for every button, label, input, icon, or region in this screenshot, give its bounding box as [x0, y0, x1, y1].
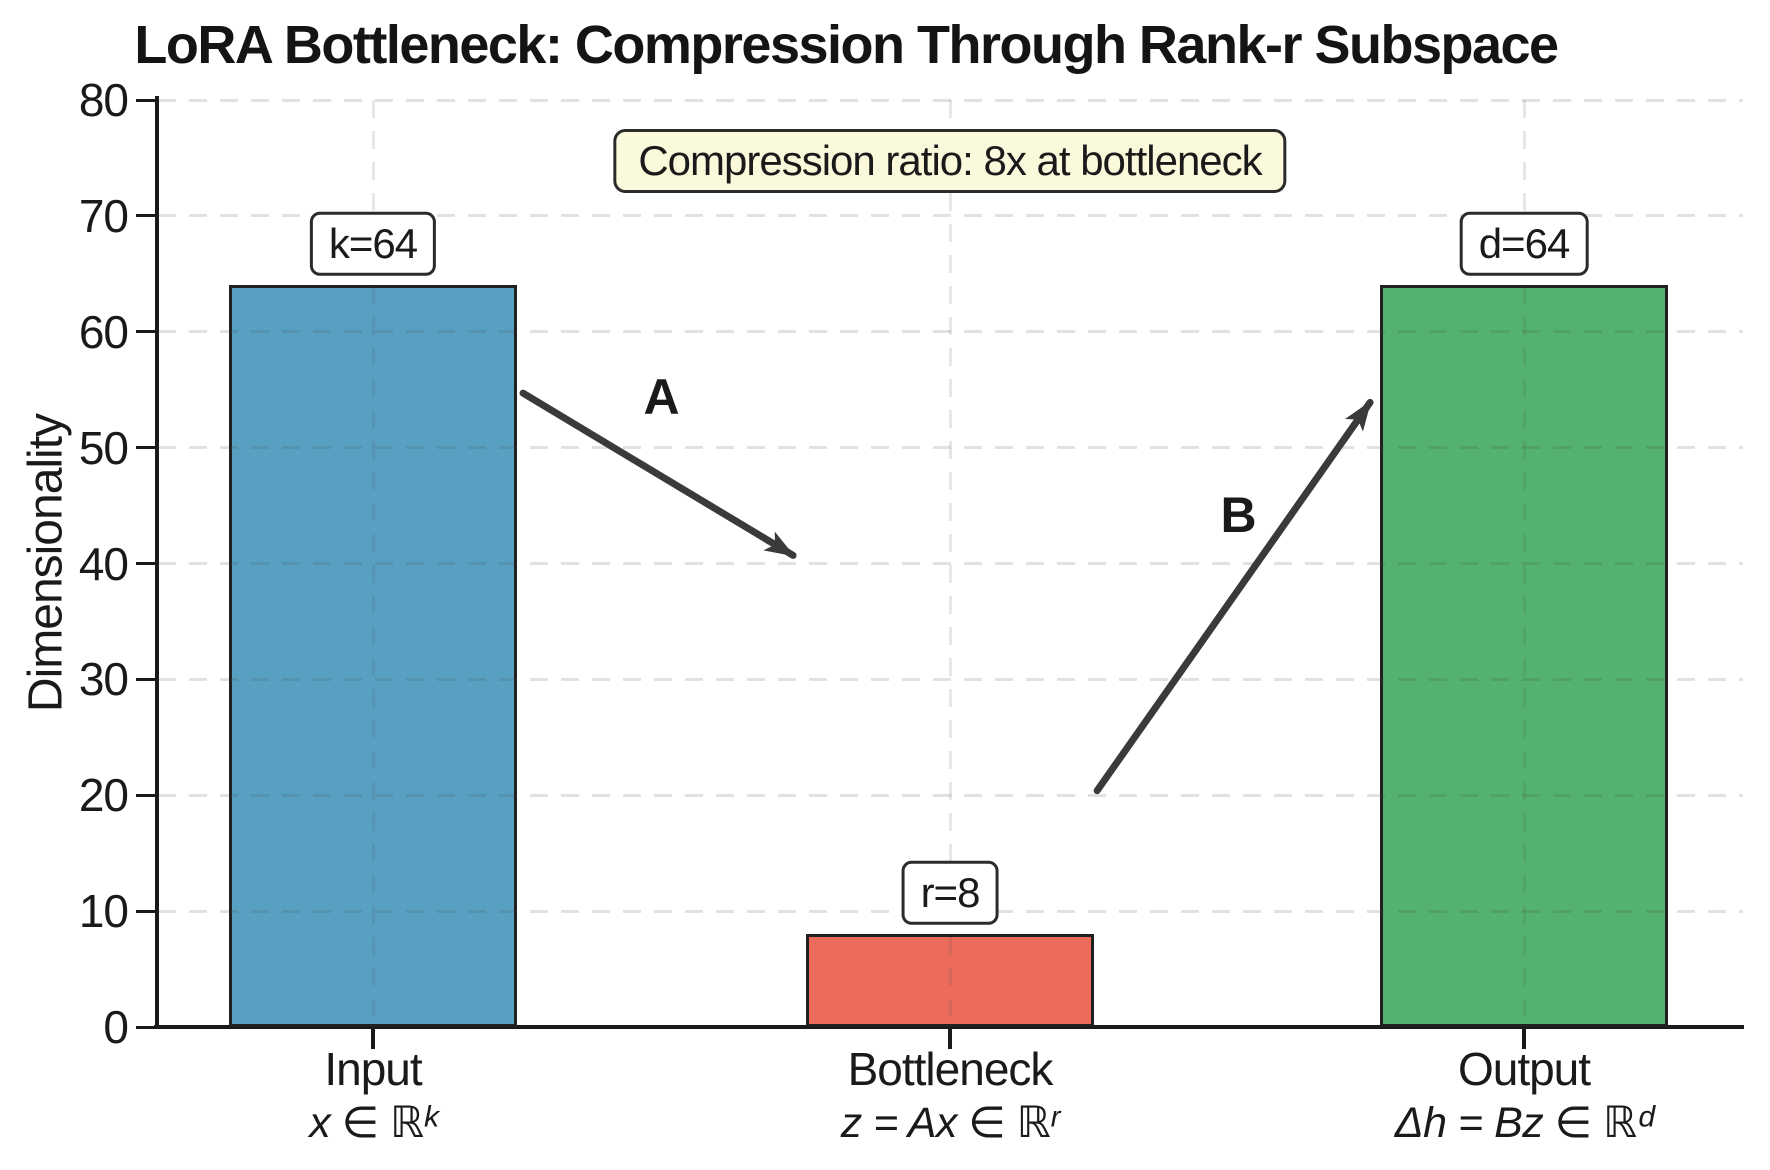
- annotation-text: Compression ratio: 8x at bottleneck: [638, 137, 1262, 184]
- chart-title: LoRA Bottleneck: Compression Through Ran…: [134, 15, 1559, 75]
- y-tick-50: [136, 446, 158, 450]
- gridline-y-30: [158, 677, 1743, 681]
- y-tick-label-0: 0: [103, 1001, 129, 1053]
- y-tick-60: [136, 330, 158, 334]
- x-category-label-input: Input: [324, 1043, 422, 1095]
- gridline-y-70: [158, 214, 1743, 218]
- matrix-arrow-B: [1093, 398, 1374, 795]
- y-tick-10: [136, 909, 158, 913]
- gridline-y-40: [158, 562, 1743, 565]
- arrow-label-B: B: [1220, 486, 1257, 543]
- y-tick-label-50: 50: [78, 421, 129, 474]
- bar-value-label-output: d=64: [1459, 212, 1589, 276]
- bar-input: [229, 285, 517, 1027]
- x-tick-input: [371, 1029, 375, 1049]
- y-tick-label-70: 70: [78, 189, 129, 242]
- y-tick-70: [136, 214, 158, 218]
- x-category-label-output: Output: [1457, 1043, 1591, 1095]
- x-category-formula-output: Δh = Bz ∈ ℝᵈ: [1394, 1099, 1654, 1147]
- arrow-label-A: A: [643, 368, 680, 425]
- gridline-y-80: [158, 98, 1743, 102]
- x-tick-bottleneck: [948, 1029, 952, 1049]
- bar-output: [1380, 285, 1668, 1027]
- gridline-x-output: [1522, 100, 1526, 1025]
- gridline-y-20: [158, 793, 1743, 797]
- bar-value-label-input: k=64: [309, 212, 437, 276]
- y-tick-label-10: 10: [78, 885, 129, 938]
- y-tick-30: [136, 677, 158, 681]
- x-tick-output: [1522, 1029, 1526, 1049]
- y-tick-80: [136, 98, 158, 102]
- gridline-x-input: [371, 100, 375, 1025]
- gridline-y-60: [158, 330, 1743, 334]
- y-tick-0: [136, 1025, 158, 1029]
- y-tick-label-20: 20: [78, 769, 129, 822]
- bar-value-label-bottleneck: r=8: [901, 861, 999, 925]
- y-tick-label-40: 40: [78, 537, 129, 590]
- y-tick-40: [136, 562, 158, 565]
- annotation-box: Compression ratio: 8x at bottleneck: [613, 129, 1287, 193]
- x-category-formula-input: x ∈ ℝᵏ: [309, 1099, 437, 1147]
- y-tick-label-60: 60: [78, 305, 129, 358]
- x-axis-spine: [154, 1025, 1744, 1029]
- bar-bottleneck: [806, 934, 1094, 1027]
- x-category-formula-bottleneck: z = Ax ∈ ℝʳ: [840, 1099, 1060, 1147]
- gridline-x-bottleneck: [948, 100, 952, 1025]
- y-tick-label-80: 80: [78, 74, 129, 126]
- y-tick-label-30: 30: [78, 653, 129, 706]
- matrix-arrow-A: [519, 389, 797, 559]
- y-tick-20: [136, 793, 158, 797]
- x-category-label-bottleneck: Bottleneck: [847, 1043, 1054, 1095]
- gridline-y-50: [158, 446, 1743, 450]
